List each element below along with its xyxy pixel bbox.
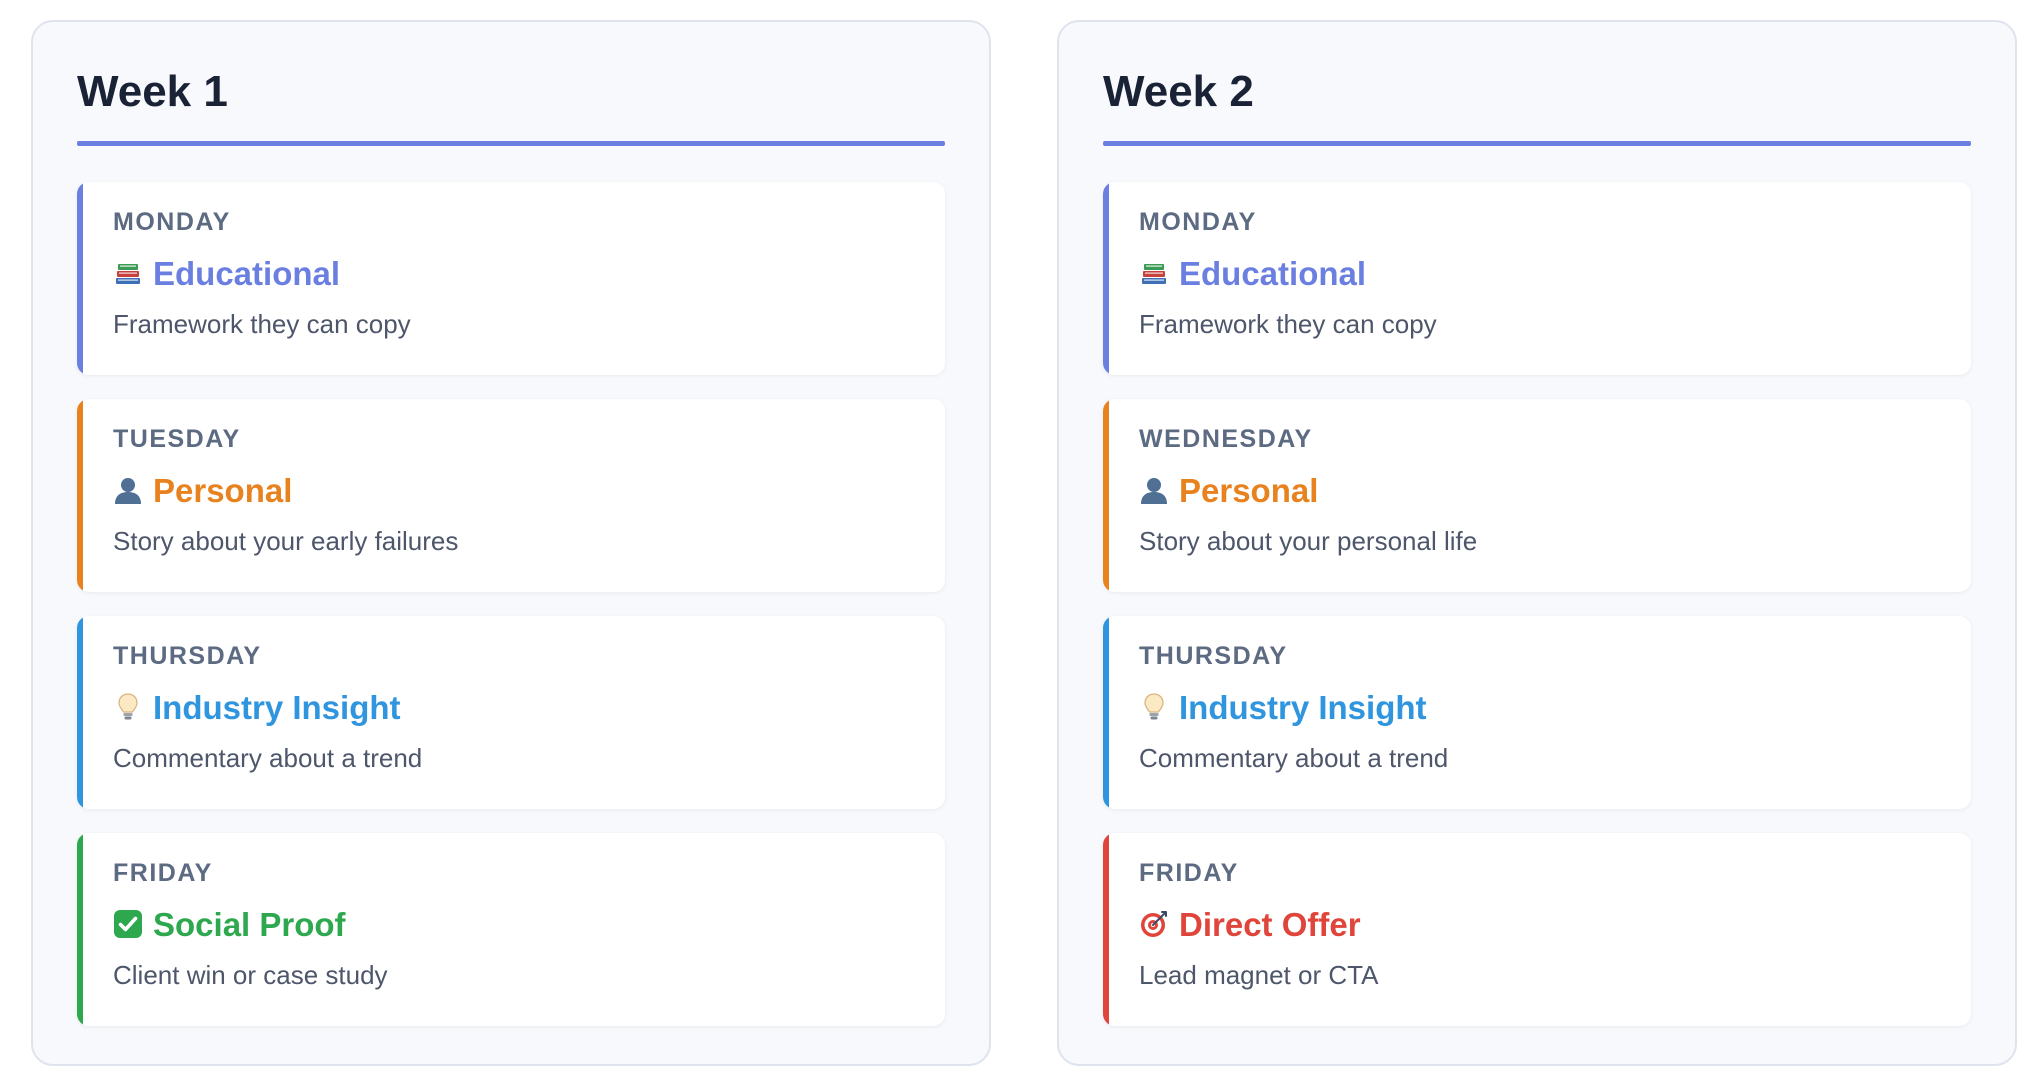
light-bulb-icon: [1139, 692, 1169, 722]
post-type-row: Personal: [113, 472, 909, 508]
day-card-monday: MONDAY Educational Framewo: [77, 182, 945, 375]
day-card-friday: FRIDAY Social Proof Client win or case s…: [77, 833, 945, 1026]
day-list: MONDAY Educational Framewo: [77, 182, 945, 1026]
day-label: MONDAY: [1139, 208, 1257, 236]
post-type-row: Educational: [1139, 255, 1935, 291]
post-description: Lead magnet or CTA: [1139, 960, 1379, 990]
day-label: MONDAY: [113, 208, 231, 236]
week-divider: [77, 141, 945, 146]
week-panel: Week 1 MONDAY Edu: [31, 20, 991, 1066]
day-label: FRIDAY: [113, 859, 213, 887]
post-type-row: Direct Offer: [1139, 906, 1935, 942]
post-description: Framework they can copy: [1139, 309, 1437, 339]
books-icon: [1139, 258, 1169, 288]
day-card-wednesday: WEDNESDAY Personal Story about your pers…: [1103, 399, 1971, 592]
post-type-row: Industry Insight: [1139, 689, 1935, 725]
post-description: Client win or case study: [113, 960, 388, 990]
day-label: WEDNESDAY: [1139, 425, 1313, 453]
week-divider: [1103, 141, 1971, 146]
post-description: Story about your early failures: [113, 526, 459, 556]
person-silhouette-icon: [1139, 475, 1169, 505]
post-type-label: Personal: [1179, 471, 1319, 509]
day-label: THURSDAY: [1139, 642, 1288, 670]
day-card-thursday: THURSDAY Industry Insight Commentary abo…: [1103, 616, 1971, 809]
day-card-friday: FRIDAY Direct Offer Lead m: [1103, 833, 1971, 1026]
post-type-label: Direct Offer: [1179, 905, 1361, 943]
post-description: Framework they can copy: [113, 309, 411, 339]
post-type-row: Educational: [113, 255, 909, 291]
post-type-label: Social Proof: [153, 905, 346, 943]
day-label: TUESDAY: [113, 425, 241, 453]
post-description: Story about your personal life: [1139, 526, 1478, 556]
target-icon: [1139, 909, 1169, 939]
post-type-row: Industry Insight: [113, 689, 909, 725]
day-card-thursday: THURSDAY Industry Insight Commentary abo…: [77, 616, 945, 809]
day-card-tuesday: TUESDAY Personal Story about your early …: [77, 399, 945, 592]
week-title: Week 2: [1103, 67, 1254, 116]
books-icon: [113, 258, 143, 288]
post-type-row: Personal: [1139, 472, 1935, 508]
post-type-label: Industry Insight: [153, 688, 401, 726]
day-list: MONDAY Educational Framewo: [1103, 182, 1971, 1026]
week-panel: Week 2 MONDAY Edu: [1057, 20, 2017, 1066]
post-type-label: Industry Insight: [1179, 688, 1427, 726]
day-card-monday: MONDAY Educational Framewo: [1103, 182, 1971, 375]
check-mark-icon: [113, 909, 143, 939]
post-description: Commentary about a trend: [1139, 743, 1449, 773]
post-type-label: Educational: [153, 254, 341, 292]
post-type-row: Social Proof: [113, 906, 909, 942]
light-bulb-icon: [113, 692, 143, 722]
day-label: FRIDAY: [1139, 859, 1239, 887]
person-silhouette-icon: [113, 475, 143, 505]
day-label: THURSDAY: [113, 642, 262, 670]
week-title: Week 1: [77, 67, 228, 116]
post-type-label: Personal: [153, 471, 293, 509]
post-description: Commentary about a trend: [113, 743, 423, 773]
post-type-label: Educational: [1179, 254, 1367, 292]
